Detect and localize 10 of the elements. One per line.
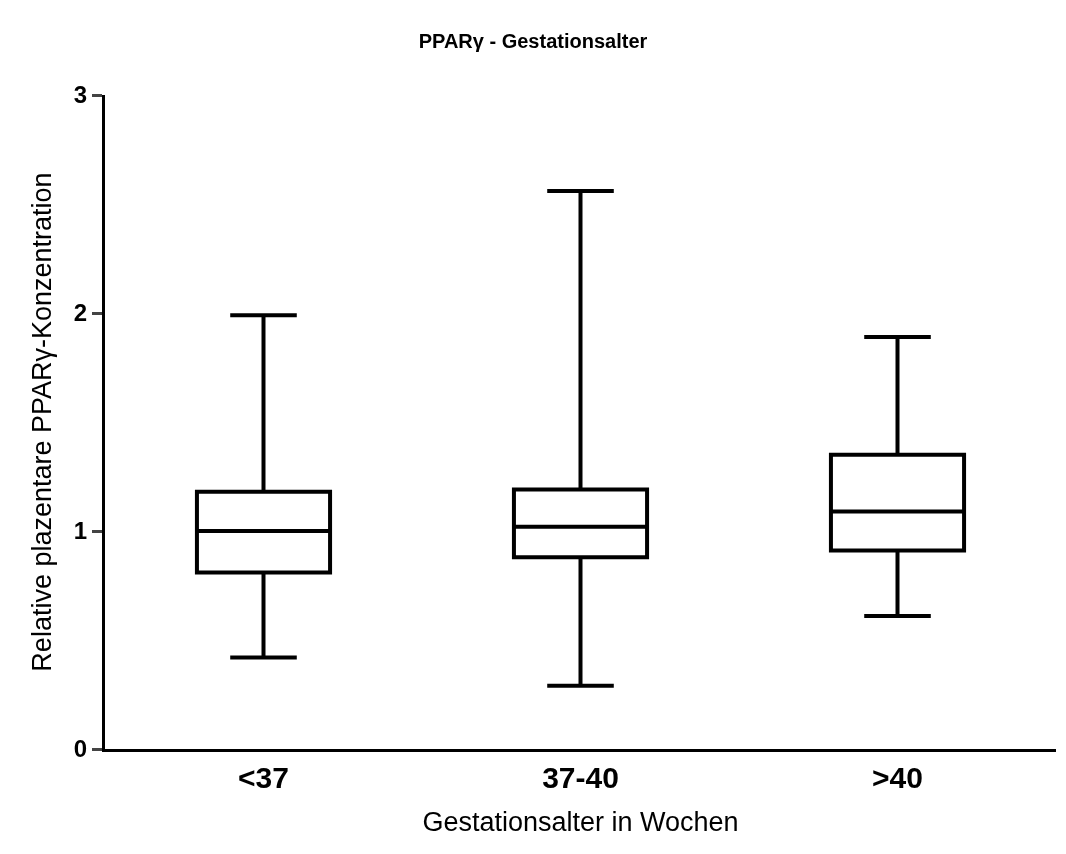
y-tick-label: 1 bbox=[73, 517, 88, 545]
x-tick-label: <37 bbox=[238, 761, 289, 794]
y-tick-label: 0 bbox=[73, 735, 88, 763]
y-axis-title: Relative plazentare PPARγ-Konzentration bbox=[26, 172, 57, 672]
chart-title: PPARγ - Gestationsalter bbox=[418, 30, 648, 53]
y-tick-label: 2 bbox=[73, 299, 88, 327]
x-tick-label: 37-40 bbox=[542, 761, 619, 794]
x-tick-label: >40 bbox=[872, 761, 923, 794]
x-axis-title: Gestationsalter in Wochen bbox=[422, 807, 739, 838]
y-tick-label: 3 bbox=[73, 81, 88, 109]
